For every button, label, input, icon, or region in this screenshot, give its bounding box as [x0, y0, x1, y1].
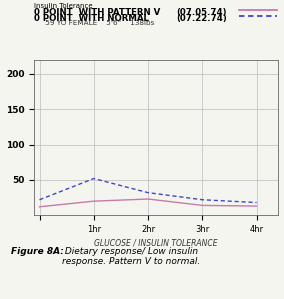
X-axis label: GLUCOSE / INSULIN TOLERANCE: GLUCOSE / INSULIN TOLERANCE: [94, 238, 218, 247]
Text: 59 YO FEMALE    5'6"    138lbs: 59 YO FEMALE 5'6" 138lbs: [34, 20, 154, 26]
Text: 0 POINT  WITH NORMAL: 0 POINT WITH NORMAL: [34, 14, 149, 23]
Text: (07.22.74): (07.22.74): [176, 14, 227, 23]
Text: 0 POINT  WITH PATTERN V: 0 POINT WITH PATTERN V: [34, 8, 160, 17]
Text: (07.05.74): (07.05.74): [176, 8, 227, 17]
Text: Insulin Tolerance: Insulin Tolerance: [34, 3, 93, 9]
Text: Dietary response/ Low insulin
response. Pattern V to normal.: Dietary response/ Low insulin response. …: [62, 247, 201, 266]
Text: Figure 8A:: Figure 8A:: [11, 247, 64, 256]
